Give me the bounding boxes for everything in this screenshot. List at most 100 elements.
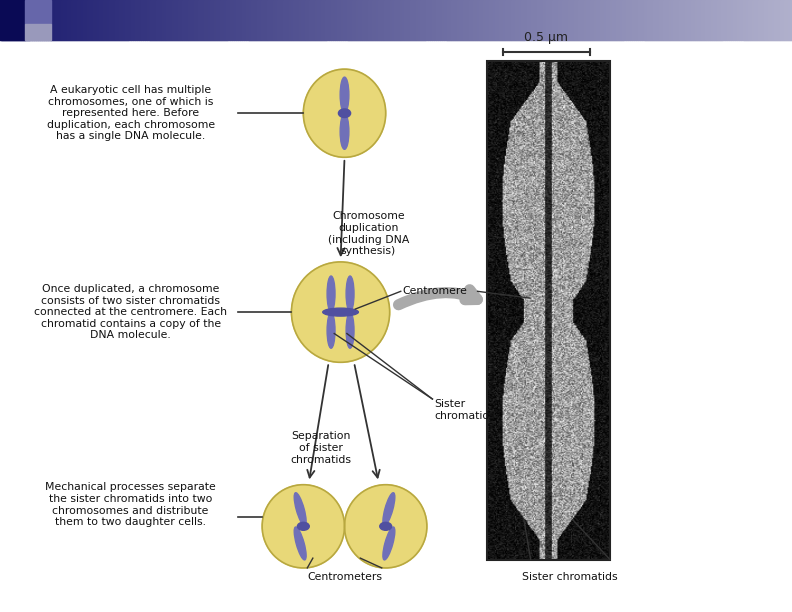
Ellipse shape [341, 77, 348, 113]
Bar [347, 0, 349, 40]
Text: A eukaryotic cell has multiple
chromosomes, one of which is
represented here. Be: A eukaryotic cell has multiple chromosom… [47, 85, 215, 141]
Bar [556, 0, 559, 40]
Bar [768, 0, 771, 40]
Bar [297, 0, 299, 40]
Bar [489, 0, 492, 40]
Bar [153, 0, 155, 40]
Bar [660, 0, 662, 40]
Bar [406, 0, 409, 40]
Bar [348, 0, 352, 40]
Bar [645, 0, 648, 40]
Bar [299, 0, 302, 40]
Bar [738, 0, 741, 40]
Bar [28, 0, 31, 40]
Bar [687, 0, 690, 40]
Bar [482, 0, 484, 40]
Bar [426, 0, 428, 40]
Bar [186, 0, 188, 40]
Ellipse shape [291, 262, 390, 362]
Bar [125, 0, 128, 40]
Bar [78, 0, 80, 40]
Bar [535, 0, 537, 40]
Bar [364, 0, 367, 40]
Bar [588, 0, 591, 40]
Bar [580, 0, 583, 40]
Bar [554, 0, 557, 40]
Bar [384, 0, 387, 40]
Bar [604, 0, 607, 40]
Bar [598, 0, 601, 40]
Bar [253, 0, 257, 40]
Bar [775, 0, 777, 40]
Text: Separation
of sister
chromatids: Separation of sister chromatids [290, 431, 352, 465]
Bar [272, 0, 274, 40]
Bar [672, 0, 674, 40]
Bar [737, 0, 740, 40]
Bar [57, 0, 60, 40]
Bar [276, 0, 278, 40]
Bar [644, 0, 646, 40]
Bar [327, 0, 329, 40]
Bar [238, 0, 241, 40]
Bar [404, 0, 407, 40]
Bar [689, 0, 692, 40]
Bar [705, 0, 708, 40]
Bar [747, 0, 749, 40]
Bar [390, 0, 393, 40]
Bar [291, 0, 294, 40]
Bar [230, 0, 233, 40]
Bar [711, 0, 714, 40]
Bar [14, 0, 17, 40]
Bar [772, 0, 775, 40]
Bar [133, 0, 135, 40]
Bar [680, 0, 682, 40]
Ellipse shape [341, 114, 348, 149]
Bar [636, 0, 638, 40]
Bar [143, 0, 146, 40]
Bar [135, 0, 138, 40]
Bar [268, 0, 270, 40]
Bar [95, 0, 98, 40]
Bar [129, 0, 131, 40]
Bar [6, 0, 9, 40]
Bar [707, 0, 710, 40]
Bar [388, 0, 391, 40]
Bar [442, 0, 444, 40]
Bar [709, 0, 712, 40]
Bar [190, 0, 193, 40]
Bar [236, 0, 238, 40]
Bar [610, 0, 613, 40]
Bar [760, 0, 763, 40]
Bar [89, 0, 92, 40]
Bar [371, 0, 373, 40]
Bar [445, 0, 448, 40]
Bar [315, 0, 318, 40]
Bar [343, 0, 345, 40]
Bar [293, 0, 296, 40]
Bar [350, 0, 353, 40]
Bar [67, 0, 70, 40]
Bar [70, 0, 72, 40]
Bar [683, 0, 686, 40]
Bar [463, 0, 466, 40]
Bar [295, 0, 298, 40]
Bar [667, 0, 670, 40]
Bar [32, 0, 35, 40]
Bar [194, 0, 196, 40]
Bar [25, 24, 51, 40]
Bar [731, 0, 733, 40]
Bar [24, 0, 27, 40]
Bar [733, 0, 735, 40]
Bar [656, 0, 658, 40]
Bar [74, 0, 76, 40]
Bar [499, 0, 502, 40]
Bar [220, 0, 223, 40]
Bar [228, 0, 230, 40]
Bar [81, 0, 84, 40]
Bar [527, 0, 530, 40]
Bar [533, 0, 535, 40]
Bar [323, 0, 326, 40]
Bar [546, 0, 549, 40]
Bar [62, 0, 64, 40]
Bar [493, 0, 496, 40]
